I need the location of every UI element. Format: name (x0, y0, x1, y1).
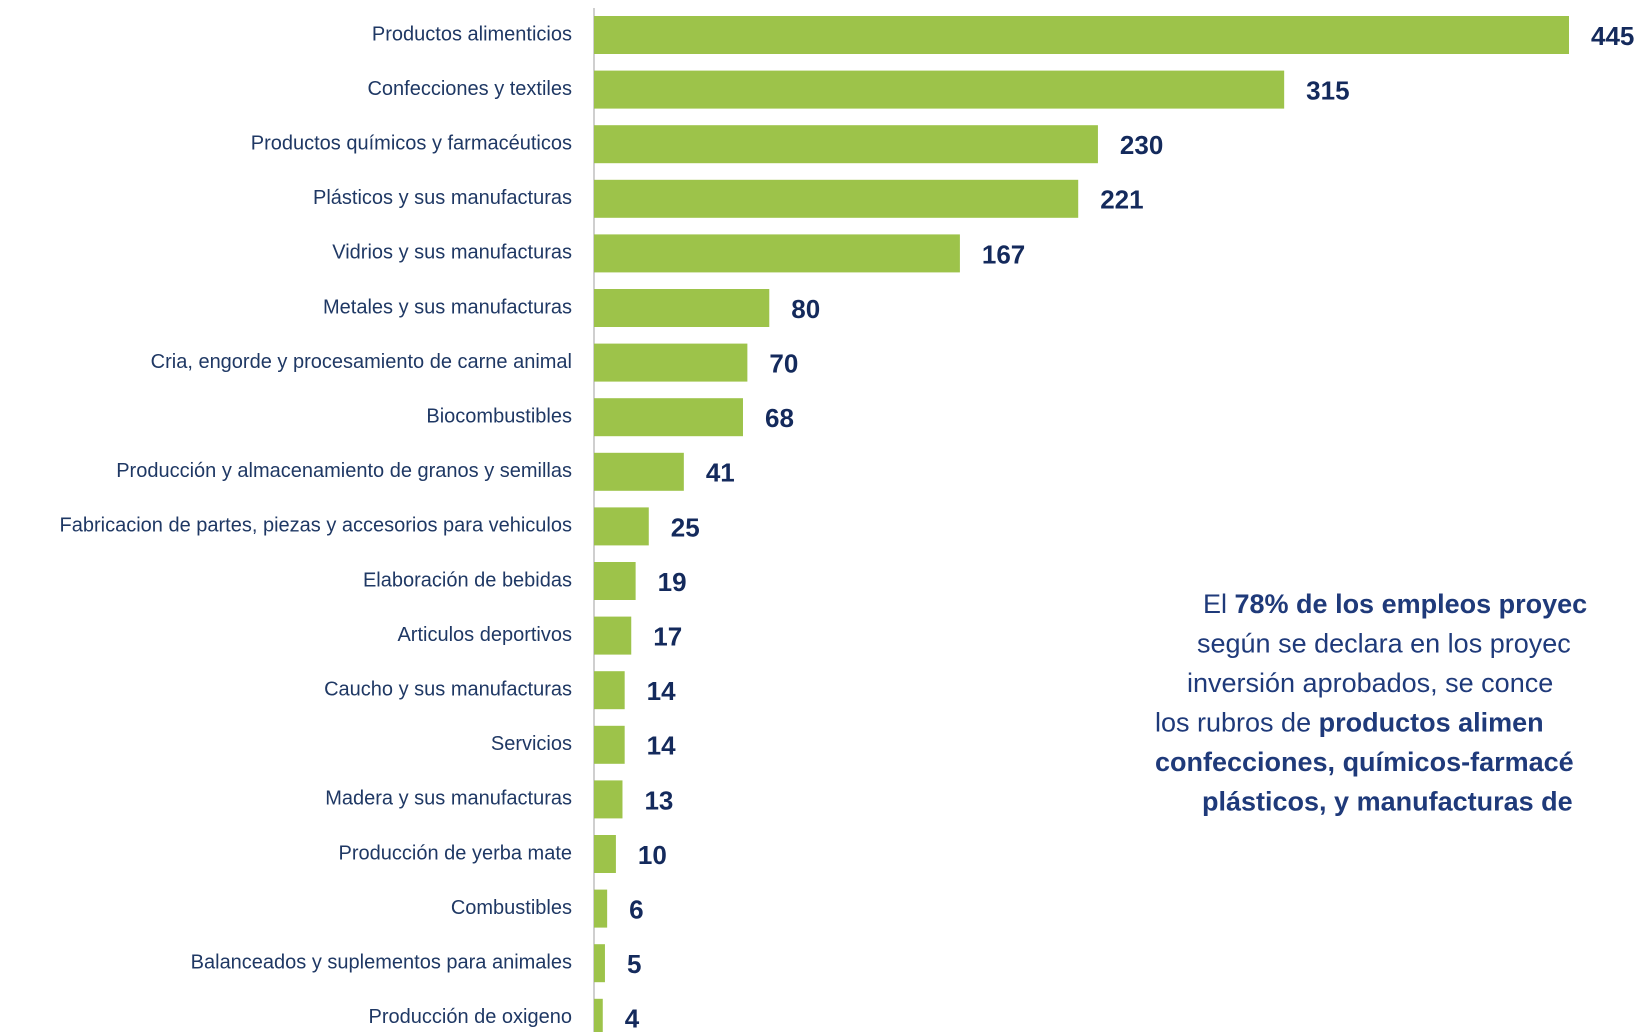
bar (594, 234, 960, 273)
annotation-segment: según se declara en los proyec (1197, 629, 1571, 659)
value-label: 230 (1120, 130, 1163, 160)
bar (594, 343, 748, 382)
annotation-segment: 78% de los empleos proyec (1235, 589, 1588, 619)
value-label: 5 (627, 949, 641, 979)
annotation-segment: plásticos, y manufacturas de (1202, 787, 1573, 817)
category-label: Caucho y sus manufacturas (324, 678, 572, 700)
category-label: Producción y almacenamiento de granos y … (116, 460, 572, 482)
category-label: Servicios (491, 733, 572, 755)
value-label: 10 (638, 840, 667, 870)
category-label: Productos alimenticios (372, 23, 572, 45)
annotation-line: según se declara en los proyec (1197, 629, 1571, 659)
value-label: 6 (629, 894, 643, 924)
bar (594, 835, 616, 873)
value-label: 14 (647, 676, 676, 706)
value-label: 14 (647, 731, 676, 761)
annotation-line: plásticos, y manufacturas de (1202, 787, 1573, 817)
value-label: 41 (706, 458, 735, 488)
value-label: 17 (653, 621, 682, 651)
value-label: 25 (671, 512, 700, 542)
bar (594, 616, 632, 655)
category-label: Elaboración de bebidas (363, 569, 572, 591)
annotation-line: confecciones, químicos-farmacé (1155, 747, 1574, 777)
value-label: 68 (765, 403, 794, 433)
value-label: 167 (982, 239, 1025, 269)
category-label: Biocombustibles (426, 405, 572, 427)
bar (594, 780, 623, 819)
category-label: Vidrios y sus manufacturas (332, 242, 572, 264)
category-label: Cria, engorde y procesamiento de carne a… (151, 351, 572, 373)
bar (594, 562, 636, 600)
annotation-line: El 78% de los empleos proyec (1203, 589, 1587, 619)
value-label: 221 (1100, 185, 1143, 215)
value-label: 70 (769, 348, 798, 378)
annotation-segment: confecciones, químicos-farmacé (1155, 747, 1574, 777)
annotation-segment: El (1203, 589, 1235, 619)
annotation-segment: los rubros de (1155, 708, 1319, 738)
bar (594, 70, 1285, 109)
category-label: Fabricacion de partes, piezas y accesori… (60, 515, 572, 537)
value-label: 315 (1306, 75, 1349, 105)
annotation-line: los rubros de productos alimen (1155, 708, 1544, 738)
category-label: Madera y sus manufacturas (325, 788, 572, 810)
bar (594, 507, 649, 546)
value-label: 4 (625, 1004, 640, 1032)
annotation-segment: inversión aprobados, se conce (1187, 668, 1553, 698)
bar (594, 289, 770, 327)
bar (594, 179, 1079, 218)
bar (594, 944, 605, 983)
value-label: 445 (1591, 21, 1634, 51)
bar (594, 16, 1569, 54)
category-label: Producción de oxigeno (369, 1006, 572, 1028)
category-label: Confecciones y textiles (367, 78, 572, 100)
category-label: Articulos deportivos (397, 624, 572, 646)
category-label: Metales y sus manufacturas (323, 296, 572, 318)
category-label: Producción de yerba mate (339, 842, 572, 864)
category-label: Plásticos y sus manufacturas (313, 187, 572, 209)
bar (594, 725, 625, 764)
bar (594, 452, 684, 491)
annotation-line: inversión aprobados, se conce (1187, 668, 1553, 698)
bar (594, 889, 608, 928)
category-label: Combustibles (451, 897, 572, 919)
bar (594, 998, 603, 1032)
category-label: Productos químicos y farmacéuticos (251, 132, 572, 154)
bar (594, 125, 1098, 164)
category-label: Balanceados y suplementos para animales (191, 951, 572, 973)
value-label: 19 (658, 567, 687, 597)
bar (594, 671, 625, 710)
value-label: 13 (644, 785, 673, 815)
annotation-segment: productos alimen (1319, 708, 1544, 738)
value-label: 80 (791, 294, 820, 324)
bar (594, 398, 743, 437)
